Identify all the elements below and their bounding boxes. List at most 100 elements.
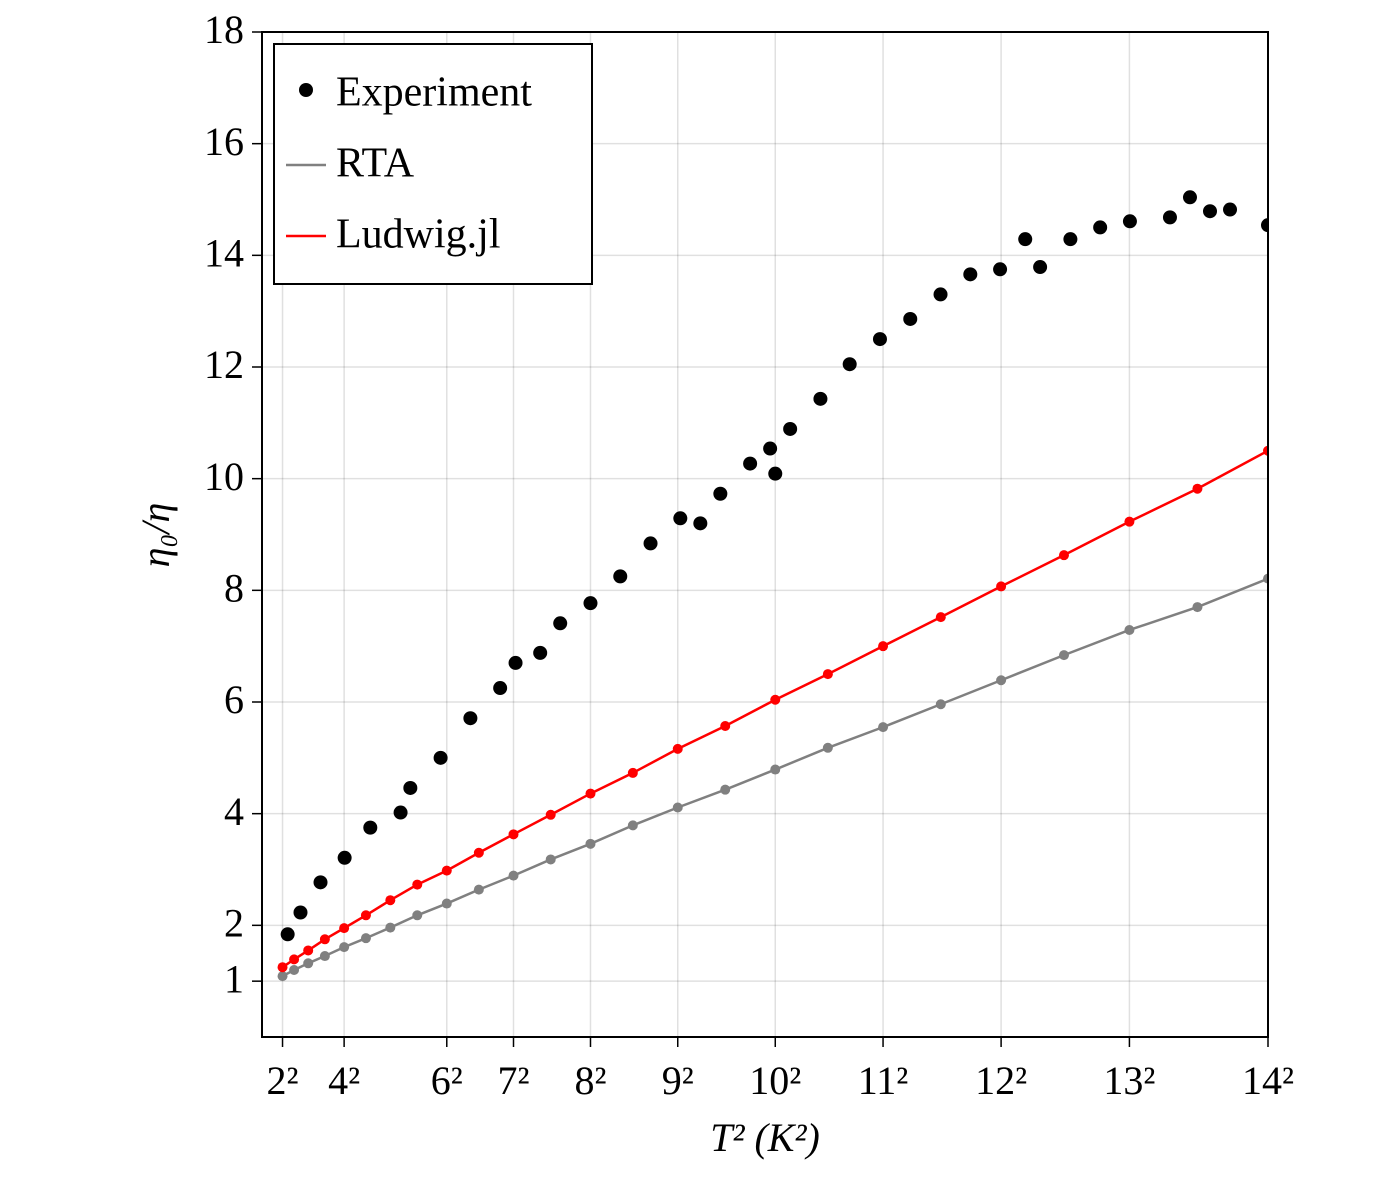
data-point <box>289 965 300 975</box>
data-point <box>293 905 308 920</box>
data-point <box>319 951 330 962</box>
data-point <box>763 441 778 456</box>
y-tick-label: 12 <box>204 342 244 387</box>
data-point <box>1192 602 1203 613</box>
x-tick-label: 14² <box>1242 1058 1294 1103</box>
data-point <box>822 742 833 753</box>
data-point <box>720 721 731 732</box>
data-point <box>1124 516 1135 527</box>
data-point <box>693 516 708 531</box>
data-point <box>1223 202 1238 217</box>
data-point <box>277 971 288 982</box>
data-point <box>339 923 350 934</box>
data-point <box>1063 232 1078 247</box>
data-point <box>280 927 295 942</box>
data-point <box>1058 550 1069 561</box>
data-point <box>878 641 889 652</box>
data-point <box>1263 445 1268 456</box>
data-point <box>508 655 523 670</box>
x-tick-label: 10² <box>749 1058 801 1103</box>
data-point <box>878 722 889 733</box>
data-point <box>713 486 728 501</box>
plot-frame <box>261 31 1269 1038</box>
data-point <box>385 922 396 933</box>
y-tick-label: 14 <box>204 231 244 276</box>
data-point <box>1122 214 1137 229</box>
data-point <box>996 581 1007 592</box>
data-point <box>672 743 683 754</box>
data-point <box>783 421 798 436</box>
data-point <box>993 262 1008 277</box>
x-tick-label: 4² <box>328 1058 360 1103</box>
data-point <box>935 612 946 623</box>
data-point <box>903 311 918 326</box>
data-point <box>319 934 330 945</box>
y-tick-label: 1 <box>224 956 244 1001</box>
data-point <box>473 884 484 895</box>
data-point <box>339 942 350 953</box>
data-point <box>822 669 833 680</box>
data-point <box>933 287 948 302</box>
y-tick-label: 2 <box>224 901 244 946</box>
data-point <box>1261 218 1268 233</box>
data-point <box>303 945 314 956</box>
data-point <box>1093 220 1108 235</box>
data-point <box>672 802 683 813</box>
data-point <box>303 958 314 969</box>
data-point <box>770 694 781 705</box>
data-point <box>313 875 328 890</box>
data-point <box>385 895 396 906</box>
data-point <box>643 536 658 551</box>
legend: Experiment RTA Ludwig.jl <box>273 43 593 285</box>
y-tick-label: 6 <box>224 677 244 722</box>
data-point <box>720 784 731 795</box>
legend-label: Ludwig.jl <box>336 212 501 258</box>
data-point <box>963 267 978 282</box>
data-point <box>935 699 946 710</box>
data-point <box>289 954 300 965</box>
data-point <box>508 870 519 881</box>
data-point <box>627 767 638 778</box>
x-tick-label: 8² <box>574 1058 606 1103</box>
data-point <box>360 933 371 944</box>
data-point <box>813 391 828 406</box>
data-point <box>842 357 857 372</box>
y-tick-label: 8 <box>224 566 244 611</box>
legend-box <box>273 43 593 285</box>
x-tick-label: 11² <box>858 1058 909 1103</box>
legend-marker <box>299 83 313 97</box>
data-point <box>1263 573 1268 584</box>
x-tick-label: 6² <box>431 1058 463 1103</box>
y-axis-label: η₀/η <box>133 503 178 568</box>
data-point <box>770 764 781 775</box>
y-tick-label: 16 <box>204 119 244 164</box>
data-point <box>768 466 783 481</box>
data-point <box>1033 260 1048 275</box>
data-point <box>337 850 352 865</box>
legend-label: Experiment <box>336 70 532 116</box>
data-point <box>412 879 423 890</box>
data-point <box>585 788 596 799</box>
x-tick-label: 9² <box>662 1058 694 1103</box>
data-point <box>872 332 887 347</box>
data-point <box>613 569 628 584</box>
data-point <box>1058 650 1069 661</box>
data-point <box>1203 204 1218 219</box>
data-point <box>441 865 452 876</box>
data-point <box>463 711 478 726</box>
data-point <box>1162 210 1177 225</box>
y-tick-label: 18 <box>204 7 244 52</box>
data-point <box>441 898 452 909</box>
data-point <box>508 829 519 840</box>
data-point <box>277 962 288 973</box>
data-point <box>1018 232 1033 247</box>
data-point <box>545 854 556 865</box>
data-point <box>433 750 448 765</box>
data-point <box>1192 483 1203 494</box>
data-point <box>393 805 408 820</box>
y-tick-label: 10 <box>204 454 244 499</box>
data-point <box>585 838 596 849</box>
data-point <box>493 681 508 696</box>
x-tick-label: 12² <box>975 1058 1027 1103</box>
y-tick-label: 4 <box>224 789 244 834</box>
